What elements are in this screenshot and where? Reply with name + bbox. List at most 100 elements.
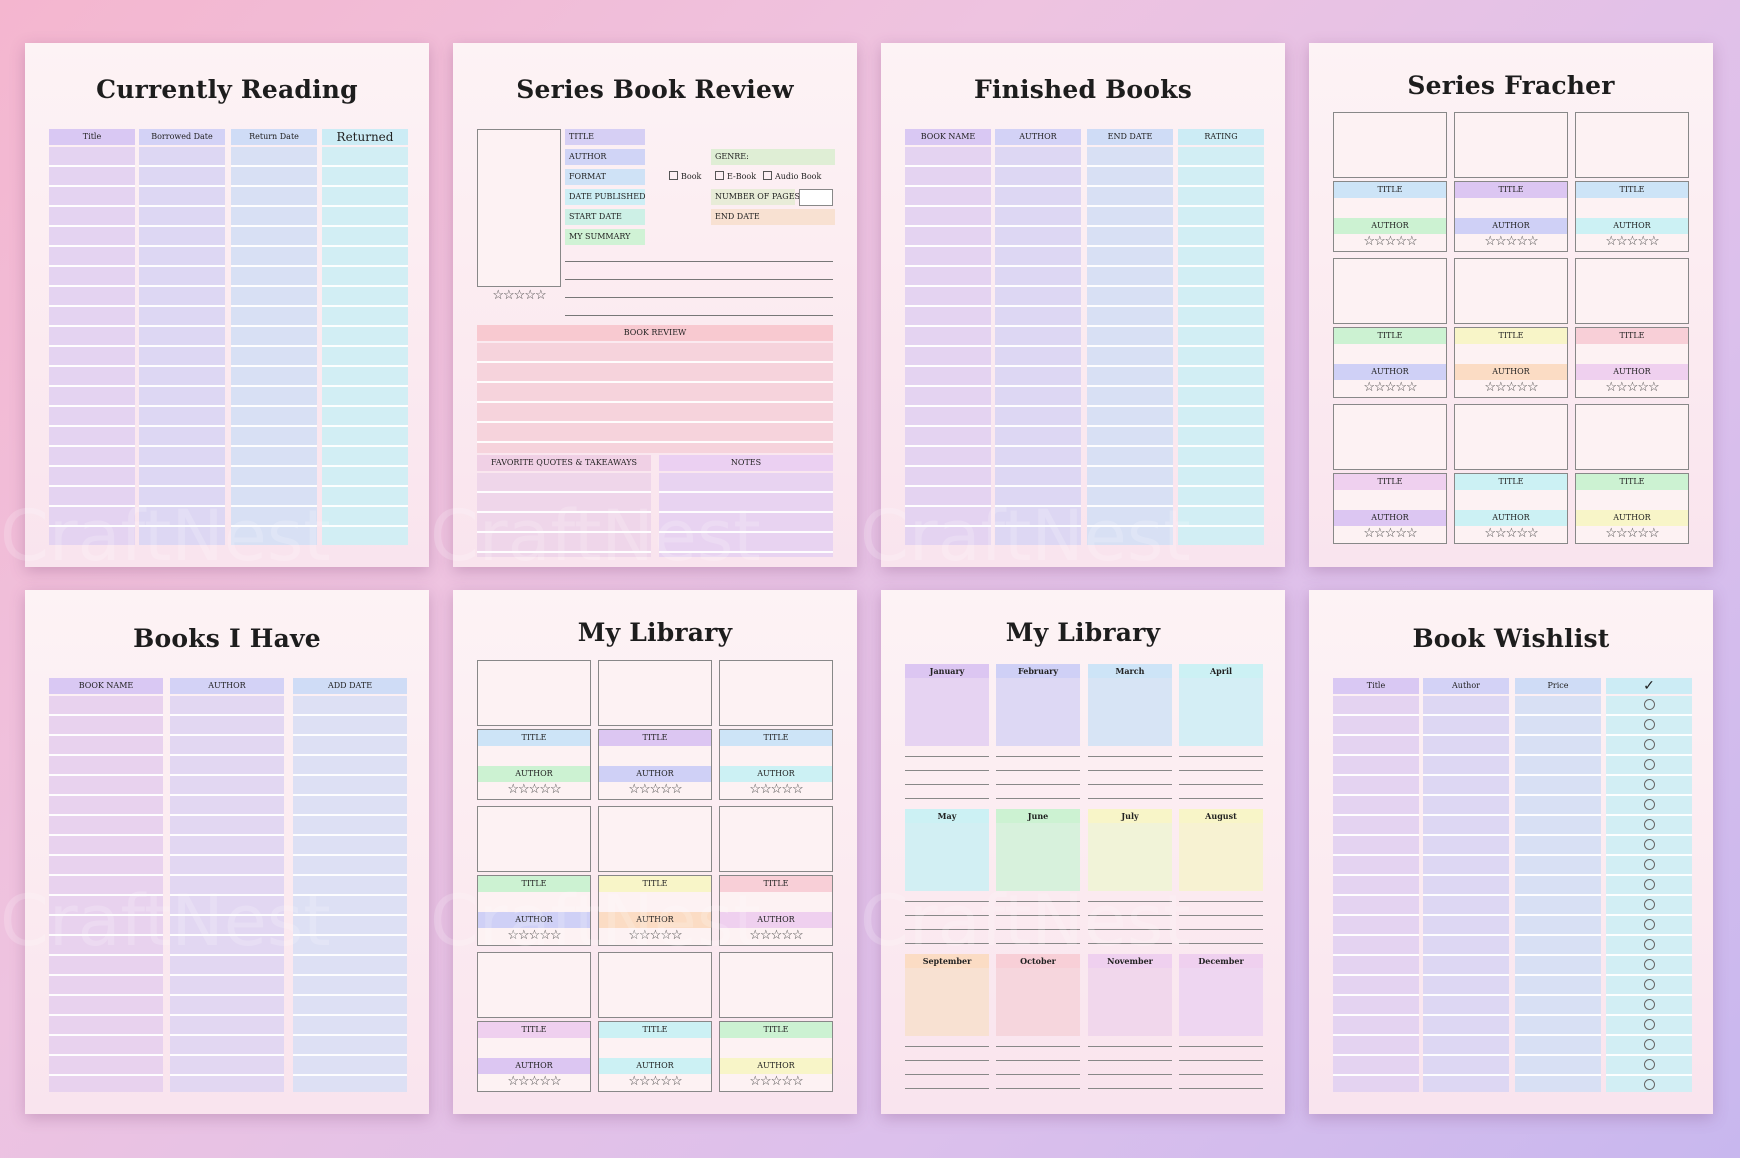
month-note-line	[1179, 929, 1263, 930]
wishlist-checkbox[interactable]	[1644, 819, 1655, 830]
month-header: May	[905, 809, 989, 823]
book-cover-box	[598, 806, 712, 872]
rating-stars[interactable]: ☆☆☆☆☆	[628, 782, 682, 797]
wishlist-checkbox[interactable]	[1644, 739, 1655, 750]
wishlist-checkbox[interactable]	[1644, 799, 1655, 810]
rating-stars[interactable]: ☆☆☆☆☆	[1363, 234, 1417, 249]
wishlist-checkbox[interactable]	[1644, 859, 1655, 870]
rating-stars[interactable]: ☆☆☆☆☆	[1605, 234, 1659, 249]
rating-stars[interactable]: ☆☆☆☆☆	[628, 928, 682, 943]
table-column	[1423, 696, 1509, 1092]
card-title-label: TITLE	[599, 876, 711, 892]
field-title: TITLE	[565, 129, 645, 145]
column-header-borrowed-date: Borrowed Date	[139, 129, 225, 145]
rating-stars[interactable]: ☆☆☆☆☆	[507, 928, 561, 943]
rating-stars[interactable]: ☆☆☆☆☆	[1363, 380, 1417, 395]
rating-stars[interactable]: ☆☆☆☆☆	[749, 782, 803, 797]
rating-stars[interactable]: ☆☆☆☆☆	[749, 928, 803, 943]
wishlist-checkbox[interactable]	[1644, 1079, 1655, 1090]
month-header: November	[1088, 954, 1172, 968]
wishlist-checkbox[interactable]	[1644, 919, 1655, 930]
month-note-line	[905, 929, 989, 930]
month-note-line	[996, 784, 1080, 785]
card-author-label: AUTHOR	[1455, 364, 1567, 380]
book-cover-box	[477, 129, 561, 287]
number-of-pages-input[interactable]	[799, 189, 833, 206]
wishlist-checkbox[interactable]	[1644, 979, 1655, 990]
month-block	[905, 968, 989, 1036]
rating-stars[interactable]: ☆☆☆☆☆	[1605, 380, 1659, 395]
wishlist-checkbox[interactable]	[1644, 1039, 1655, 1050]
wishlist-checkbox[interactable]	[1644, 1059, 1655, 1070]
card-title-label: TITLE	[1576, 474, 1688, 490]
wishlist-checkbox[interactable]	[1644, 999, 1655, 1010]
wishlist-checkbox[interactable]	[1644, 839, 1655, 850]
field-start-date: START DATE	[565, 209, 645, 225]
quotes-header: FAVORITE QUOTES & TAKEAWAYS	[477, 455, 651, 471]
wishlist-checkbox[interactable]	[1644, 759, 1655, 770]
table-column	[49, 696, 163, 1092]
wishlist-checkbox[interactable]	[1644, 779, 1655, 790]
book-cover-box	[1575, 112, 1689, 178]
book-cover-box	[477, 660, 591, 726]
page-title: My Library	[577, 618, 733, 647]
month-header: September	[905, 954, 989, 968]
wishlist-checkbox[interactable]	[1644, 959, 1655, 970]
rating-stars[interactable]: ☆☆☆☆☆	[749, 1074, 803, 1089]
format-ebook-checkbox[interactable]: E-Book	[715, 169, 756, 185]
rating-stars[interactable]: ☆☆☆☆☆	[628, 1074, 682, 1089]
month-note-line	[1088, 929, 1172, 930]
page-title: Currently Reading	[96, 75, 358, 104]
column-header-end-date: END DATE	[1087, 129, 1173, 145]
month-note-line	[996, 1088, 1080, 1089]
card-author-label: AUTHOR	[1334, 218, 1446, 234]
table-column	[322, 147, 408, 545]
wishlist-checkbox[interactable]	[1644, 719, 1655, 730]
month-note-line	[905, 1046, 989, 1047]
format-book-checkbox[interactable]: Book	[669, 169, 701, 185]
wishlist-checkbox[interactable]	[1644, 939, 1655, 950]
card-title-label: TITLE	[1334, 328, 1446, 344]
wishlist-checkbox[interactable]	[1644, 879, 1655, 890]
rating-stars[interactable]: ☆☆☆☆☆	[1605, 526, 1659, 541]
rating-stars[interactable]: ☆☆☆☆☆	[1363, 526, 1417, 541]
card-title-label: TITLE	[478, 730, 590, 746]
card-author-label: AUTHOR	[1455, 218, 1567, 234]
month-note-line	[996, 901, 1080, 902]
month-block	[996, 678, 1080, 746]
month-note-line	[905, 784, 989, 785]
wishlist-checkbox[interactable]	[1644, 1019, 1655, 1030]
month-note-line	[905, 1074, 989, 1075]
book-cover-box	[1333, 112, 1447, 178]
month-block	[996, 823, 1080, 891]
field-end-date: END DATE	[711, 209, 835, 225]
page-title: My Library	[1005, 618, 1161, 647]
card-author-label: AUTHOR	[478, 1058, 590, 1074]
card-author-label: AUTHOR	[1334, 510, 1446, 526]
month-header: April	[1179, 664, 1263, 678]
page-books-i-have: Books I Have BOOK NAME AUTHOR ADD DATE	[25, 590, 429, 1114]
page-my-library-months: My Library January February March April May J…	[881, 590, 1285, 1114]
format-audiobook-checkbox[interactable]: Audio Book	[763, 169, 821, 185]
month-note-line	[996, 943, 1080, 944]
rating-stars[interactable]: ☆☆☆☆☆	[1484, 526, 1538, 541]
page-series-fracher: Series Fracher TITLE AUTHOR ☆☆☆☆☆ TITLE AUTH…	[1309, 43, 1713, 567]
card-title-label: TITLE	[1455, 474, 1567, 490]
book-cover-box	[477, 952, 591, 1018]
month-header: January	[905, 664, 989, 678]
rating-stars[interactable]: ☆☆☆☆☆	[507, 1074, 561, 1089]
card-title-label: TITLE	[720, 730, 832, 746]
month-header: February	[996, 664, 1080, 678]
book-cover-box	[1454, 112, 1568, 178]
wishlist-checkbox[interactable]	[1644, 899, 1655, 910]
month-note-line	[1088, 1088, 1172, 1089]
rating-stars[interactable]: ☆☆☆☆☆	[1484, 234, 1538, 249]
month-block	[1088, 823, 1172, 891]
summary-line	[565, 261, 833, 262]
wishlist-checkbox[interactable]	[1644, 699, 1655, 710]
month-note-line	[996, 798, 1080, 799]
rating-stars[interactable]: ☆☆☆☆☆	[1484, 380, 1538, 395]
month-note-line	[1179, 798, 1263, 799]
rating-stars[interactable]: ☆☆☆☆☆	[507, 782, 561, 797]
book-cover-box	[719, 806, 833, 872]
